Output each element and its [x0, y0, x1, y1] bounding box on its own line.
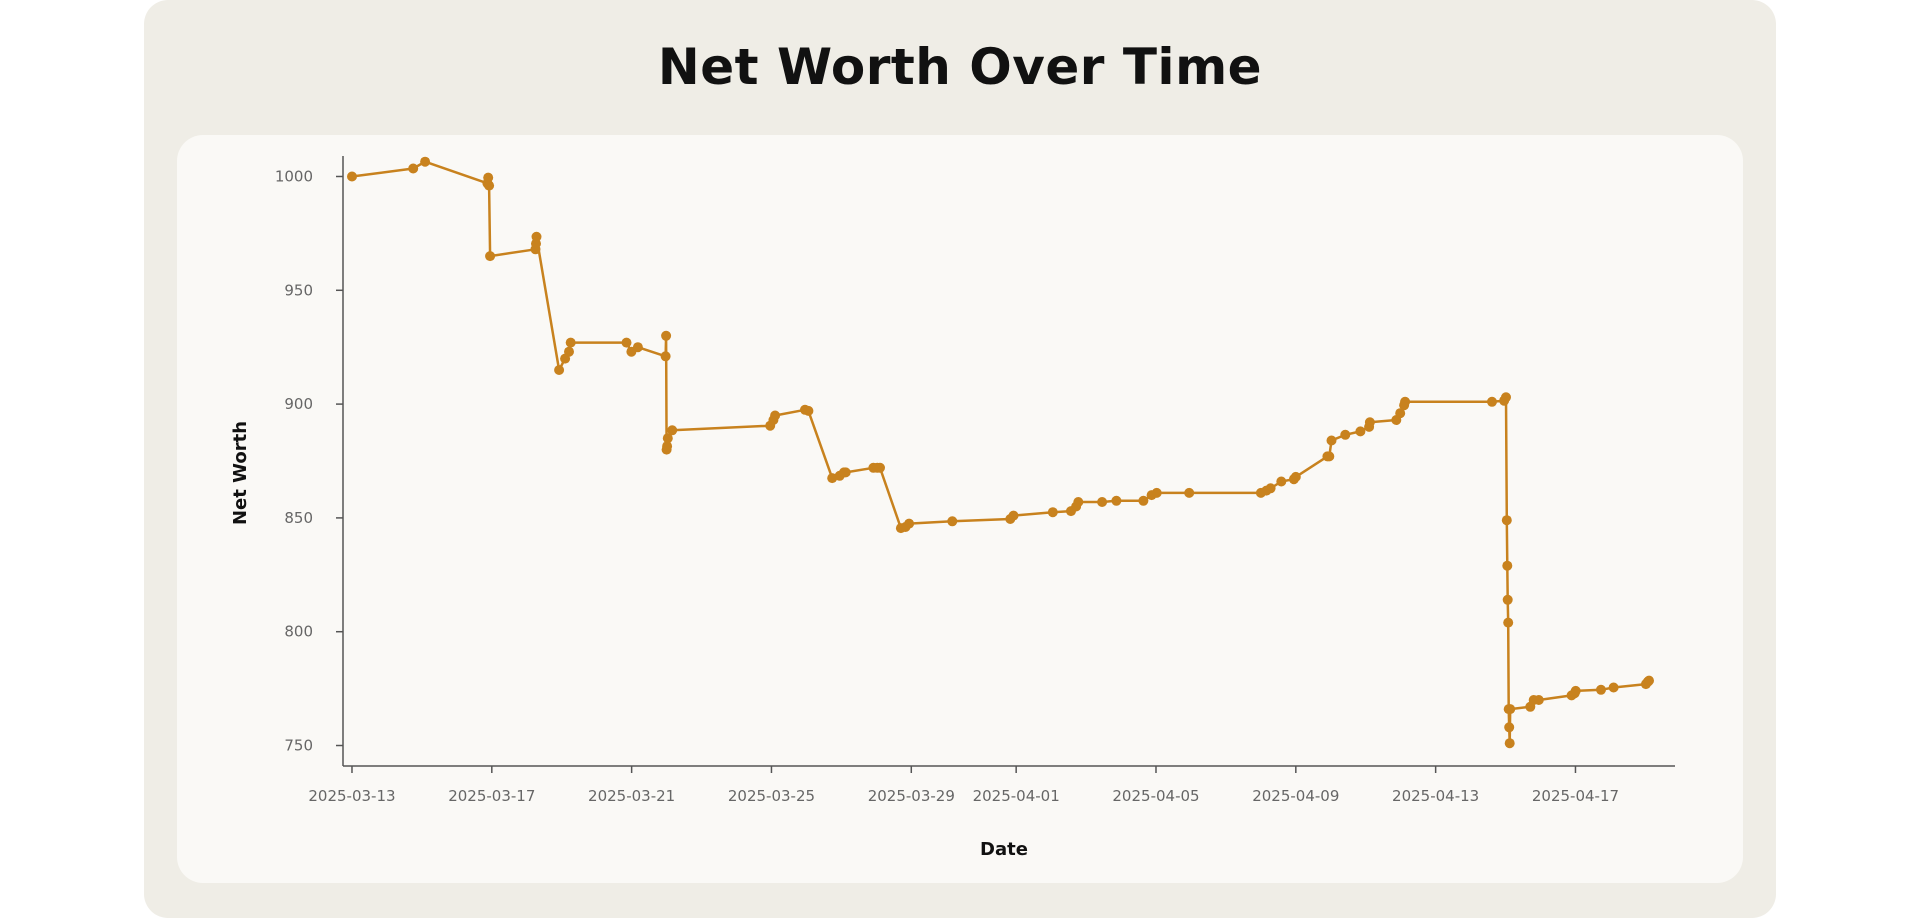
- data-point: [1097, 497, 1108, 507]
- y-ticks: 750 800 850 900 950 1000: [275, 167, 343, 755]
- data-point: [1008, 510, 1019, 521]
- x-tick-label: 2025-04-09: [1252, 787, 1339, 805]
- y-tick-label: 850: [284, 509, 313, 527]
- y-tick-label: 950: [284, 281, 313, 299]
- data-point: [667, 425, 678, 436]
- data-point: [875, 462, 885, 473]
- x-tick-label: 2025-03-17: [448, 787, 535, 805]
- plot-panel: [177, 135, 1743, 883]
- data-point: [1400, 396, 1411, 407]
- data-point: [1487, 396, 1497, 407]
- data-point: [1644, 675, 1654, 686]
- data-point: [1265, 483, 1276, 494]
- x-tick-label: 2025-03-21: [588, 787, 675, 805]
- series-points: [347, 156, 1654, 749]
- data-point: [1276, 476, 1287, 487]
- data-point: [1073, 497, 1084, 507]
- data-point: [661, 330, 672, 341]
- x-tick-label: 2025-03-25: [728, 787, 815, 805]
- data-point: [1501, 515, 1512, 526]
- data-point: [632, 342, 643, 353]
- data-point: [485, 251, 496, 262]
- data-point: [1340, 429, 1351, 440]
- chart-title: Net Worth Over Time: [657, 38, 1263, 96]
- x-ticks: 2025-03-13 2025-03-17 2025-03-21 2025-03-25…: [308, 766, 1619, 805]
- x-tick-label: 2025-04-05: [1112, 787, 1199, 805]
- data-point: [1151, 487, 1162, 498]
- y-tick-label: 800: [284, 623, 313, 641]
- data-point: [621, 337, 632, 348]
- data-point: [483, 172, 494, 183]
- data-point: [1111, 495, 1122, 506]
- x-axis-label: Date: [980, 839, 1028, 860]
- data-point: [1290, 471, 1301, 482]
- y-tick-label: 750: [284, 737, 313, 755]
- data-point: [565, 337, 576, 348]
- data-point: [1570, 685, 1581, 696]
- data-point: [1503, 617, 1514, 628]
- data-point: [554, 365, 565, 375]
- data-point: [660, 351, 671, 362]
- data-point: [947, 516, 958, 527]
- data-point: [827, 473, 838, 484]
- axes: [342, 156, 1675, 767]
- y-tick-label: 900: [284, 395, 313, 413]
- data-point: [662, 433, 673, 444]
- data-point: [1533, 695, 1544, 705]
- x-tick-label: 2025-04-17: [1532, 787, 1619, 805]
- data-point: [531, 231, 542, 242]
- data-point: [1324, 451, 1335, 462]
- data-point: [1502, 560, 1513, 571]
- data-point: [1355, 426, 1366, 437]
- x-tick-label: 2025-04-13: [1392, 787, 1479, 805]
- data-point: [1047, 507, 1058, 518]
- data-point: [1608, 682, 1619, 693]
- data-point: [770, 410, 781, 421]
- x-tick-label: 2025-03-29: [868, 787, 955, 805]
- data-point: [564, 346, 574, 357]
- data-point: [1395, 408, 1406, 419]
- series-line: [351, 160, 1650, 745]
- y-tick-label: 1000: [275, 167, 313, 185]
- data-point: [840, 467, 851, 478]
- data-point: [484, 180, 495, 191]
- y-axis-label: Net Worth: [230, 421, 251, 525]
- data-point: [1596, 684, 1606, 695]
- data-point: [1504, 722, 1515, 733]
- x-tick-label: 2025-04-01: [973, 787, 1060, 805]
- data-point: [420, 156, 431, 167]
- data-point: [1326, 435, 1337, 446]
- data-point: [803, 405, 814, 416]
- data-point: [1502, 594, 1513, 605]
- chart-card: Net Worth Over Time: [144, 0, 1776, 918]
- data-point: [1184, 487, 1195, 498]
- data-point: [1138, 495, 1149, 506]
- data-point: [1501, 392, 1511, 403]
- data-point: [1505, 704, 1516, 715]
- data-point: [1364, 417, 1375, 428]
- data-point: [662, 441, 673, 452]
- data-point: [347, 171, 357, 182]
- x-tick-label: 2025-03-13: [308, 787, 395, 805]
- data-point: [408, 163, 419, 174]
- data-point: [904, 518, 915, 529]
- data-point: [1504, 738, 1515, 749]
